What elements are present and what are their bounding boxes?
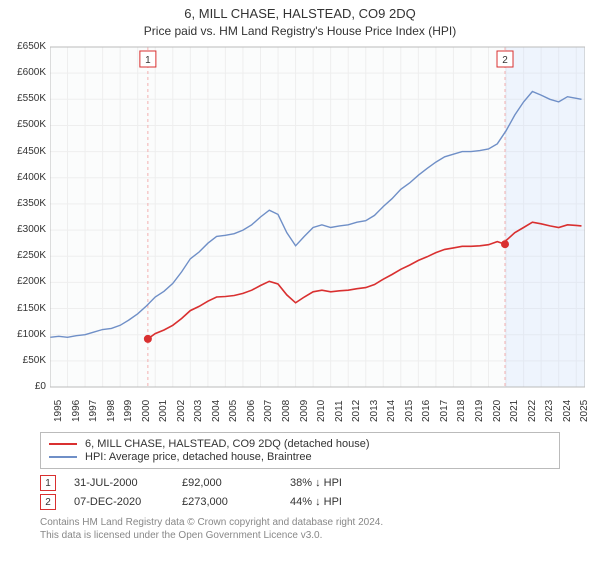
y-tick-label: £250K bbox=[17, 250, 46, 261]
x-tick-label: 2010 bbox=[316, 400, 327, 422]
y-tick-label: £100K bbox=[17, 329, 46, 340]
x-tick-label: 2023 bbox=[544, 400, 555, 422]
x-tick-label: 2002 bbox=[176, 400, 187, 422]
y-tick-label: £200K bbox=[17, 276, 46, 287]
event-delta: 44% ↓ HPI bbox=[290, 496, 380, 508]
chart-plot-area: 12 £0£50K£100K£150K£200K£250K£300K£350K£… bbox=[50, 42, 585, 392]
y-tick-label: £350K bbox=[17, 198, 46, 209]
x-tick-label: 2025 bbox=[579, 400, 590, 422]
event-marker-icon: 2 bbox=[40, 494, 56, 510]
y-tick-label: £450K bbox=[17, 146, 46, 157]
x-tick-label: 2014 bbox=[386, 400, 397, 422]
y-tick-label: £50K bbox=[23, 355, 46, 366]
footer-line: This data is licensed under the Open Gov… bbox=[40, 529, 560, 542]
x-tick-label: 2005 bbox=[228, 400, 239, 422]
y-tick-label: £400K bbox=[17, 172, 46, 183]
footer-line: Contains HM Land Registry data © Crown c… bbox=[40, 516, 560, 529]
x-tick-label: 1995 bbox=[53, 400, 64, 422]
legend-label: 6, MILL CHASE, HALSTEAD, CO9 2DQ (detach… bbox=[85, 438, 370, 450]
svg-text:2: 2 bbox=[502, 55, 508, 66]
event-marker-number: 1 bbox=[45, 478, 51, 489]
x-tick-label: 2019 bbox=[474, 400, 485, 422]
chart-title: 6, MILL CHASE, HALSTEAD, CO9 2DQ bbox=[0, 6, 600, 21]
chart-container: 6, MILL CHASE, HALSTEAD, CO9 2DQ Price p… bbox=[0, 6, 600, 566]
x-tick-label: 2012 bbox=[351, 400, 362, 422]
event-date: 07-DEC-2020 bbox=[74, 496, 164, 508]
y-tick-label: £300K bbox=[17, 224, 46, 235]
event-price: £92,000 bbox=[182, 477, 272, 489]
chart-subtitle: Price paid vs. HM Land Registry's House … bbox=[0, 24, 600, 38]
x-tick-label: 2011 bbox=[334, 400, 345, 422]
x-tick-label: 2021 bbox=[509, 400, 520, 422]
footer-attribution: Contains HM Land Registry data © Crown c… bbox=[40, 516, 560, 542]
x-tick-label: 1998 bbox=[106, 400, 117, 422]
legend-item-price-paid: 6, MILL CHASE, HALSTEAD, CO9 2DQ (detach… bbox=[49, 438, 551, 450]
line-chart: 12 bbox=[50, 42, 585, 392]
event-row: 2 07-DEC-2020 £273,000 44% ↓ HPI bbox=[40, 494, 560, 510]
legend-swatch bbox=[49, 443, 77, 445]
event-marker-number: 2 bbox=[45, 497, 51, 508]
x-tick-label: 2016 bbox=[421, 400, 432, 422]
x-tick-label: 2015 bbox=[404, 400, 415, 422]
x-tick-label: 2006 bbox=[246, 400, 257, 422]
x-tick-label: 2024 bbox=[562, 400, 573, 422]
event-date: 31-JUL-2000 bbox=[74, 477, 164, 489]
x-tick-label: 2000 bbox=[141, 400, 152, 422]
svg-text:1: 1 bbox=[145, 55, 151, 66]
x-tick-label: 2017 bbox=[439, 400, 450, 422]
y-tick-label: £550K bbox=[17, 93, 46, 104]
y-tick-label: £650K bbox=[17, 41, 46, 52]
event-price: £273,000 bbox=[182, 496, 272, 508]
legend-swatch bbox=[49, 456, 77, 458]
event-marker-icon: 1 bbox=[40, 475, 56, 491]
x-tick-label: 1997 bbox=[88, 400, 99, 422]
events-table: 1 31-JUL-2000 £92,000 38% ↓ HPI 2 07-DEC… bbox=[40, 475, 560, 510]
x-axis-labels: 1995 1996 1997 1998 1999 2000 2001 2002 2003 2004… bbox=[50, 392, 585, 426]
y-tick-label: £0 bbox=[35, 381, 46, 392]
y-tick-label: £500K bbox=[17, 119, 46, 130]
x-tick-label: 2007 bbox=[263, 400, 274, 422]
x-tick-label: 2003 bbox=[193, 400, 204, 422]
y-tick-label: £600K bbox=[17, 67, 46, 78]
x-tick-label: 2004 bbox=[211, 400, 222, 422]
event-row: 1 31-JUL-2000 £92,000 38% ↓ HPI bbox=[40, 475, 560, 491]
x-tick-label: 1996 bbox=[71, 400, 82, 422]
y-tick-label: £150K bbox=[17, 303, 46, 314]
legend-item-hpi: HPI: Average price, detached house, Brai… bbox=[49, 451, 551, 463]
x-tick-label: 2018 bbox=[456, 400, 467, 422]
x-tick-label: 2013 bbox=[369, 400, 380, 422]
legend-label: HPI: Average price, detached house, Brai… bbox=[85, 451, 312, 463]
event-delta: 38% ↓ HPI bbox=[290, 477, 380, 489]
legend: 6, MILL CHASE, HALSTEAD, CO9 2DQ (detach… bbox=[40, 432, 560, 469]
x-tick-label: 2022 bbox=[527, 400, 538, 422]
x-tick-label: 2001 bbox=[158, 400, 169, 422]
x-tick-label: 2008 bbox=[281, 400, 292, 422]
x-tick-label: 2009 bbox=[299, 400, 310, 422]
x-tick-label: 1999 bbox=[123, 400, 134, 422]
x-tick-label: 2020 bbox=[492, 400, 503, 422]
